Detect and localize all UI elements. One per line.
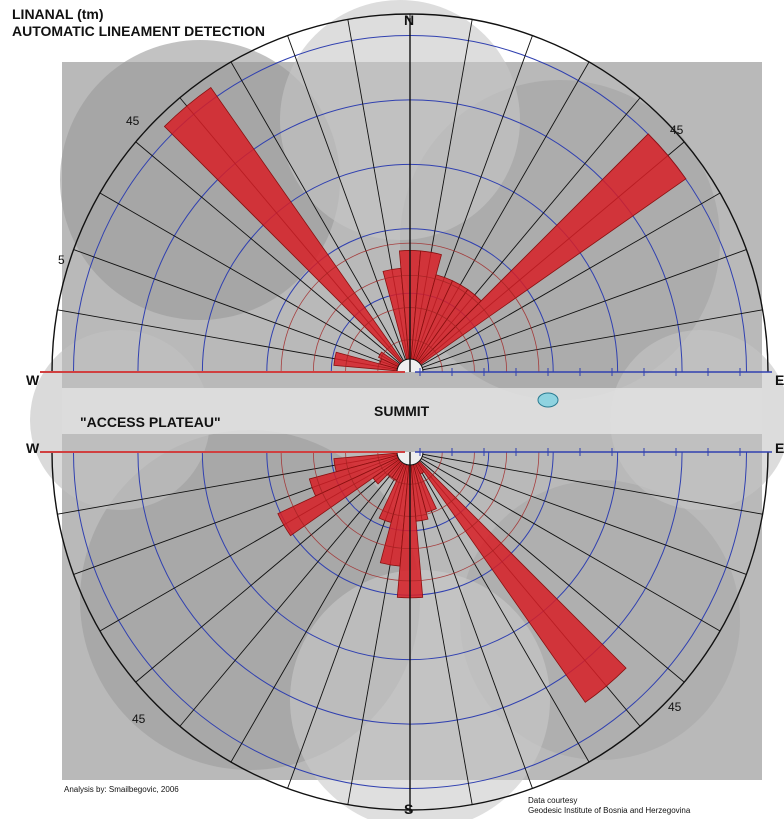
upper-spoke	[287, 35, 411, 372]
upper-spoke	[409, 309, 763, 372]
degree-label-se: 45	[668, 700, 682, 714]
lower-spoke	[409, 452, 685, 683]
lower-spoke	[409, 452, 763, 515]
summit-label: SUMMIT	[374, 403, 430, 419]
degree-label-ne: 45	[670, 123, 684, 137]
access-plateau-label: "ACCESS PLATEAU"	[80, 414, 221, 430]
west-label-upper: W	[26, 372, 40, 388]
upper-spoke	[230, 61, 411, 372]
lower-spoke	[409, 452, 721, 632]
north-label: N	[404, 12, 415, 28]
title-line-1: LINANAL (tm)	[12, 6, 104, 22]
photo-texture-5	[290, 570, 550, 819]
lower-spoke	[179, 452, 411, 727]
lower-petal	[414, 457, 627, 703]
upper-spoke	[73, 249, 411, 372]
photo-texture-0	[60, 40, 340, 320]
degree-label-nw: 45	[126, 114, 140, 128]
degree-label-w: 5	[58, 253, 65, 267]
upper-petal	[377, 351, 404, 370]
west-label-lower: W	[26, 440, 40, 456]
data-courtesy-line-2: Geodesic Institute of Bosnia and Herzego…	[528, 806, 691, 815]
summit-band	[62, 388, 762, 434]
data-courtesy-line-1: Data courtesy	[528, 796, 578, 805]
upper-petal	[163, 86, 406, 367]
upper-spoke	[135, 141, 411, 372]
lower-spoke	[135, 452, 411, 683]
east-label-lower: E	[775, 440, 784, 456]
degree-label-sw: 45	[132, 712, 146, 726]
upper-spoke	[409, 192, 721, 372]
upper-spoke	[409, 249, 747, 372]
lower-spoke	[409, 452, 747, 575]
east-label-upper: E	[775, 372, 784, 388]
analysis-credit: Analysis by: Smailbegovic, 2006	[64, 785, 179, 794]
lower-spoke	[409, 452, 590, 763]
lower-spoke	[230, 452, 411, 763]
summit-marker	[537, 392, 559, 408]
lower-petal	[277, 454, 404, 537]
title-line-2: AUTOMATIC LINEAMENT DETECTION	[12, 23, 266, 39]
upper-spoke	[99, 192, 411, 372]
lower-petal	[411, 458, 437, 513]
south-label: S	[404, 801, 414, 817]
upper-petal	[333, 351, 403, 372]
